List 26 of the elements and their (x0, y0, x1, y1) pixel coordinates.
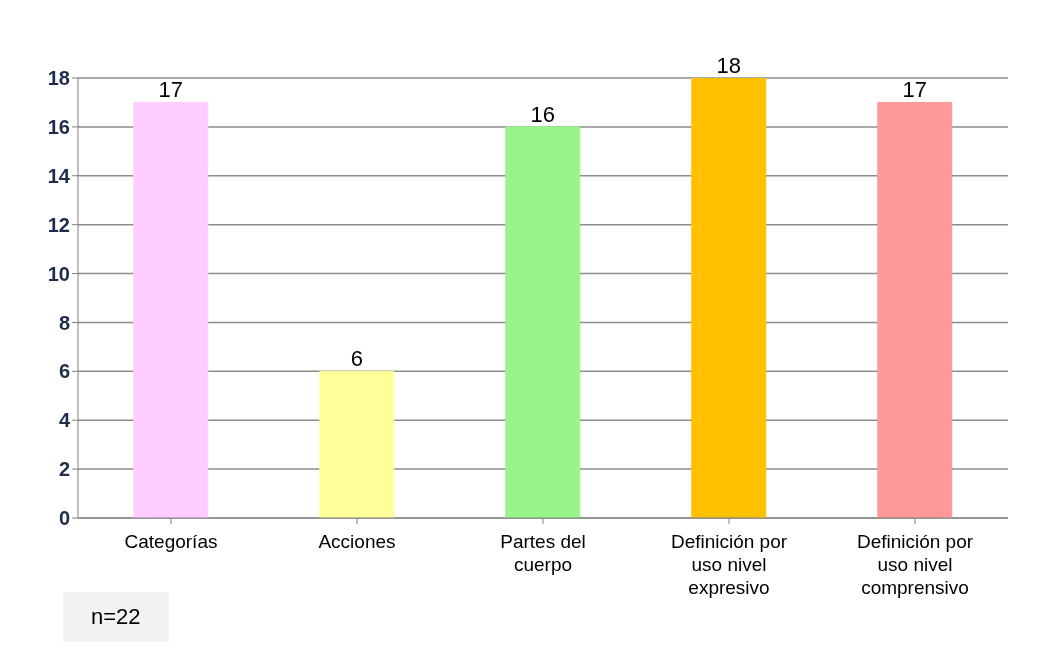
data-label: 18 (716, 53, 742, 78)
data-label: 17 (158, 77, 184, 103)
bar (691, 78, 767, 518)
y-tick-label: 2 (58, 458, 70, 481)
bar (133, 101, 209, 518)
bar (319, 370, 395, 518)
y-tick-label: 18 (47, 67, 70, 90)
y-tick-label: 6 (58, 360, 70, 383)
data-label: 16 (530, 101, 556, 127)
y-tick-label: 12 (47, 213, 70, 236)
data-label: 6 (350, 346, 363, 372)
y-tick-label: 16 (47, 115, 70, 138)
x-tick-label: Definición por uso nivel comprensivo (856, 531, 974, 598)
y-tick-label: 0 (58, 507, 70, 530)
text: n=22 (63, 592, 169, 642)
x-tick-label: Acciones (318, 531, 396, 552)
x-tick-label: Categorías (124, 531, 218, 552)
x-tick-label: Definición por uso nivel expresivo (670, 531, 788, 598)
bar (505, 126, 581, 518)
data-label: 17 (902, 77, 928, 103)
y-tick-label: 14 (47, 164, 71, 187)
y-tick-label: 8 (58, 311, 70, 334)
y-tick-label: 10 (47, 262, 70, 285)
y-tick-label: 4 (58, 409, 71, 432)
x-tick-label: Partes del cuerpo (500, 531, 586, 575)
bar (877, 101, 953, 518)
